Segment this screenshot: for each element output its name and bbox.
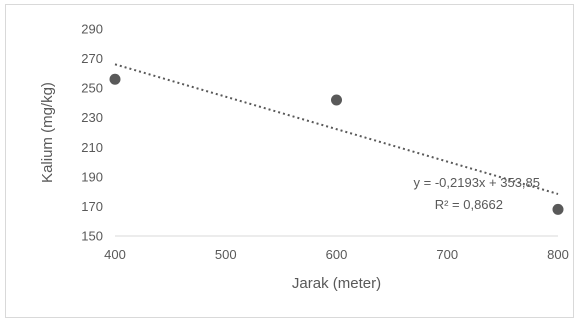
x-tick-label: 400: [104, 247, 126, 262]
y-tick-label: 150: [81, 229, 103, 244]
x-tick-label: 500: [215, 247, 237, 262]
y-tick-label: 230: [81, 110, 103, 125]
y-tick-label: 250: [81, 81, 103, 96]
y-tick-label: 210: [81, 140, 103, 155]
data-points: [109, 73, 564, 215]
x-tick-label: 700: [436, 247, 458, 262]
y-tick-label: 290: [81, 22, 103, 37]
y-tick-label: 270: [81, 51, 103, 66]
y-axis-title: Kalium (mg/kg): [39, 82, 56, 183]
data-point: [552, 203, 564, 215]
x-tick-label: 800: [547, 247, 569, 262]
y-axis-ticks: 150 170 190 210 230 250 270 290: [81, 22, 103, 244]
data-point: [331, 94, 342, 106]
trendline-equation: y = -0,2193x + 353,85: [414, 175, 540, 190]
trendline-r-squared: R² = 0,8662: [435, 197, 503, 212]
x-axis-title: Jarak (meter): [292, 275, 381, 292]
x-tick-label: 600: [326, 247, 348, 262]
trendline: [114, 63, 559, 195]
chart-frame: [5, 4, 574, 318]
y-tick-label: 170: [81, 199, 103, 214]
data-point: [109, 73, 121, 85]
y-tick-label: 190: [81, 169, 103, 184]
x-axis-ticks: 400 500 600 700 800: [104, 247, 569, 262]
